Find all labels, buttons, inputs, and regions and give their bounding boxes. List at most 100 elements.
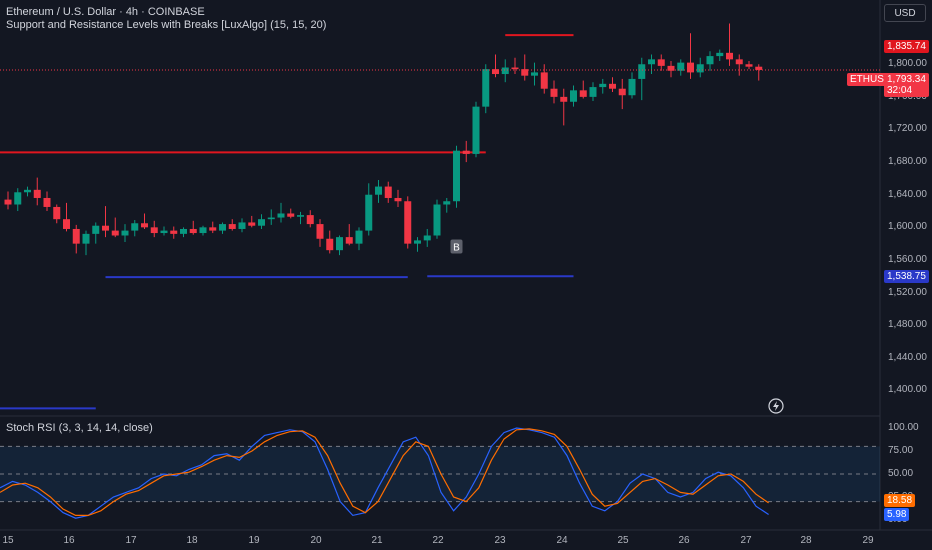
stoch-k-line xyxy=(0,427,769,519)
candle-body xyxy=(589,87,597,97)
candle-body xyxy=(189,228,197,234)
candle-body xyxy=(560,96,568,102)
candle-body xyxy=(33,189,41,198)
candle-body xyxy=(550,88,558,97)
candle-body xyxy=(306,215,314,225)
stoch-d-line xyxy=(0,428,769,516)
currency-button[interactable]: USD xyxy=(884,4,926,22)
candle-body xyxy=(511,67,519,70)
price-tick-label: 1,480.00 xyxy=(888,319,927,331)
candle-body xyxy=(687,62,694,73)
candle-body xyxy=(63,219,70,229)
price-tick-label: 1,560.00 xyxy=(888,253,927,265)
candle-body xyxy=(43,197,51,207)
price-tick-label: 1,720.00 xyxy=(888,123,927,135)
candle-body xyxy=(287,213,295,217)
indicator-title: Support and Resistance Levels with Break… xyxy=(6,19,327,31)
candle-body xyxy=(365,194,373,231)
lightning-icon xyxy=(768,398,784,414)
symbol-tag: ETHUSD xyxy=(847,73,895,86)
time-tick-label: 25 xyxy=(617,535,629,546)
candle-body xyxy=(345,237,353,244)
candle-body xyxy=(472,106,480,154)
candle-body xyxy=(745,64,753,67)
candle-body xyxy=(150,227,158,234)
candle-body xyxy=(618,88,626,96)
candle-body xyxy=(336,237,343,251)
candle-body xyxy=(355,230,363,244)
candle-body xyxy=(501,67,509,75)
candle-body xyxy=(667,65,675,71)
candle-body xyxy=(375,186,382,195)
candle-body xyxy=(92,225,100,234)
last-price-value: 1,793.34 xyxy=(887,74,926,85)
candle-body xyxy=(131,223,139,231)
price-tick-label: 1,800.00 xyxy=(888,58,927,70)
last-price-label: 1,793.34 32:04 xyxy=(884,73,929,97)
stoch-d-label: 18.58 xyxy=(884,494,916,507)
price-tick-label: 1,600.00 xyxy=(888,221,927,233)
candle-body xyxy=(267,217,275,220)
candle-body xyxy=(540,72,548,89)
candle-body xyxy=(102,225,109,231)
time-tick-label: 16 xyxy=(63,535,75,546)
candle-body xyxy=(180,228,187,234)
candle-body xyxy=(735,59,743,65)
candle-body xyxy=(531,72,538,76)
candle-body xyxy=(423,235,431,241)
candle-body xyxy=(53,206,61,220)
price-tick-label: 1,440.00 xyxy=(888,351,927,363)
candle-body xyxy=(316,224,324,239)
rsi-tick-label: 50.00 xyxy=(888,468,914,479)
time-tick-label: 24 xyxy=(556,535,568,546)
break-marker-label: B xyxy=(453,242,460,253)
candle-body xyxy=(4,199,12,205)
candle-body xyxy=(677,62,685,71)
stoch-rsi-title: Stoch RSI (3, 3, 14, 14, close) xyxy=(6,422,153,434)
candle-body xyxy=(716,52,724,57)
candle-body xyxy=(248,222,256,226)
candle-body xyxy=(579,90,587,97)
price-tick-label: 1,680.00 xyxy=(888,156,927,168)
time-tick-label: 27 xyxy=(740,535,752,546)
price-tick-label: 1,520.00 xyxy=(888,286,927,298)
candle-body xyxy=(72,228,80,244)
candle-body xyxy=(394,197,402,202)
price-tick-label: 1,400.00 xyxy=(888,384,927,396)
time-tick-label: 19 xyxy=(248,535,260,546)
time-tick-label: 18 xyxy=(186,535,198,546)
candle-body xyxy=(521,69,529,76)
candle-body xyxy=(297,215,304,217)
candle-body xyxy=(277,213,285,218)
candle-body xyxy=(706,56,714,65)
candle-body xyxy=(326,238,334,251)
candle-body xyxy=(160,230,168,234)
time-tick-label: 29 xyxy=(862,535,874,546)
time-tick-label: 21 xyxy=(371,535,383,546)
candle-body xyxy=(209,227,217,231)
candle-body xyxy=(628,78,636,96)
rsi-tick-label: 75.00 xyxy=(888,445,914,456)
price-tick-label: 1,640.00 xyxy=(888,188,927,200)
candle-body xyxy=(141,223,148,228)
candle-body xyxy=(111,230,119,236)
candle-body xyxy=(384,186,392,198)
candle-body xyxy=(443,201,451,205)
time-tick-label: 26 xyxy=(678,535,690,546)
candle-body xyxy=(199,227,207,234)
candle-body xyxy=(462,150,470,154)
candle-body xyxy=(258,219,265,226)
candle-body xyxy=(657,59,665,66)
candle-body xyxy=(14,192,22,205)
time-tick-label: 15 xyxy=(2,535,14,546)
time-tick-label: 28 xyxy=(800,535,812,546)
candle-body xyxy=(170,230,178,234)
candle-body xyxy=(121,230,129,236)
candle-body xyxy=(570,90,577,102)
time-tick-label: 22 xyxy=(432,535,444,546)
candle-body xyxy=(726,52,733,60)
candle-body xyxy=(755,66,763,70)
candle-body xyxy=(24,189,31,193)
